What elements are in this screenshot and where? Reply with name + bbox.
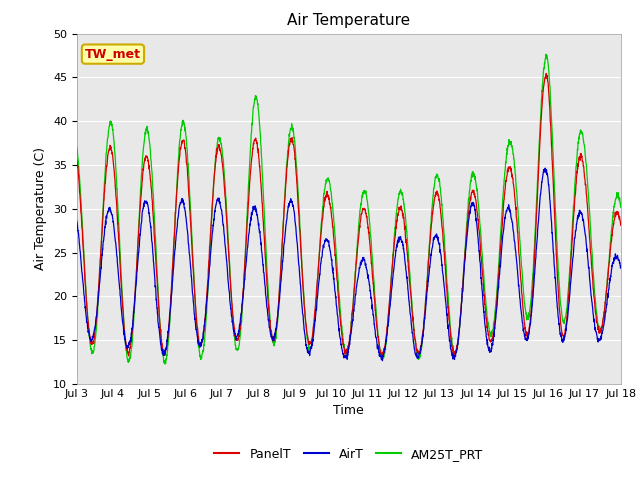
PanelT (376, 348, 384, 354)
X-axis label: Time: Time (333, 405, 364, 418)
PanelT (125, 353, 132, 359)
PanelT (584, 216, 592, 222)
AM25T_PRT (225, 246, 232, 252)
Line: PanelT: PanelT (77, 73, 621, 356)
AM25T_PRT (161, 361, 169, 367)
AM25T_PRT (376, 348, 384, 354)
AirT (376, 353, 384, 359)
PanelT (542, 71, 550, 76)
PanelT (507, 166, 515, 171)
PanelT (570, 219, 577, 225)
AirT (541, 165, 549, 171)
AM25T_PRT (570, 208, 577, 214)
AirT (225, 281, 232, 287)
PanelT (73, 157, 81, 163)
AirT (379, 358, 387, 364)
AirT (507, 214, 515, 220)
AM25T_PRT (542, 51, 550, 57)
AM25T_PRT (507, 142, 515, 147)
AirT (617, 264, 625, 269)
Legend: PanelT, AirT, AM25T_PRT: PanelT, AirT, AM25T_PRT (209, 443, 488, 466)
AM25T_PRT (584, 191, 592, 197)
PanelT (365, 230, 372, 236)
AM25T_PRT (617, 204, 625, 210)
AM25T_PRT (73, 144, 81, 150)
AirT (570, 254, 577, 260)
Line: AM25T_PRT: AM25T_PRT (77, 54, 621, 364)
Title: Air Temperature: Air Temperature (287, 13, 410, 28)
Y-axis label: Air Temperature (C): Air Temperature (C) (35, 147, 47, 270)
Text: TW_met: TW_met (85, 48, 141, 60)
AM25T_PRT (365, 210, 372, 216)
Line: AirT: AirT (77, 168, 621, 361)
PanelT (617, 222, 625, 228)
AirT (73, 218, 81, 224)
AirT (584, 262, 592, 268)
AirT (365, 272, 372, 278)
PanelT (225, 251, 232, 256)
